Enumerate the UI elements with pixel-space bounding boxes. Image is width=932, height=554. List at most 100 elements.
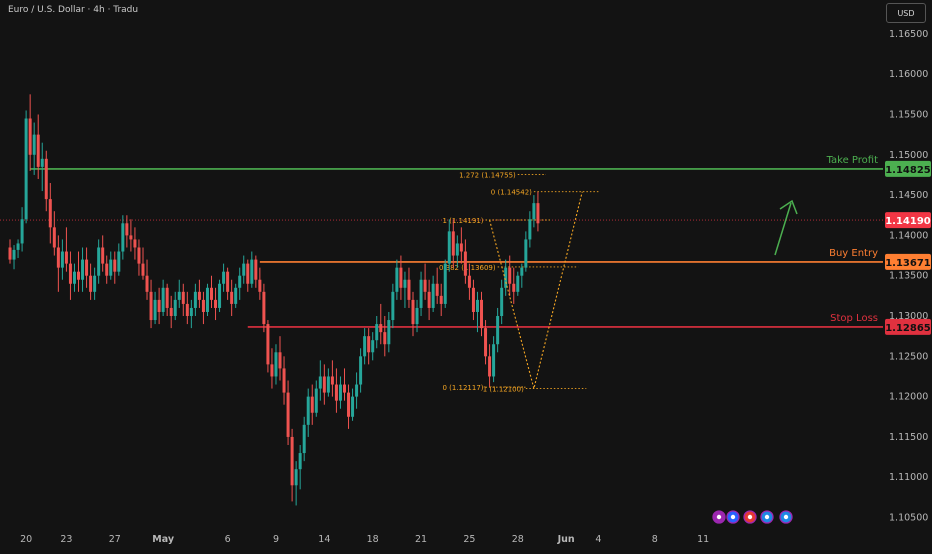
candle[interactable] [290, 428, 294, 502]
candle[interactable] [516, 271, 520, 296]
candle[interactable] [492, 336, 496, 383]
candle[interactable] [480, 291, 484, 337]
candle[interactable] [318, 360, 322, 401]
candle[interactable] [214, 287, 218, 321]
candle[interactable] [32, 122, 36, 175]
candle[interactable] [109, 251, 113, 280]
candle[interactable] [145, 259, 149, 300]
candle[interactable] [201, 291, 205, 325]
candle[interactable] [64, 227, 68, 272]
economic-event-icon-2[interactable] [726, 510, 740, 524]
candle[interactable] [44, 150, 48, 212]
candle[interactable] [359, 348, 363, 393]
candle[interactable] [508, 255, 512, 296]
candle[interactable] [347, 384, 351, 429]
candle[interactable] [165, 283, 169, 317]
candle[interactable] [451, 219, 455, 268]
candle[interactable] [121, 215, 125, 260]
candle[interactable] [117, 243, 121, 276]
candle[interactable] [423, 263, 427, 300]
candle[interactable] [367, 328, 371, 365]
candle[interactable] [189, 299, 193, 329]
candle[interactable] [242, 255, 246, 284]
candle[interactable] [266, 320, 270, 373]
candle[interactable] [48, 182, 52, 244]
candle[interactable] [230, 279, 234, 317]
candle[interactable] [81, 247, 85, 292]
candle[interactable] [520, 263, 524, 288]
candle[interactable] [512, 267, 516, 304]
candle[interactable] [93, 267, 97, 300]
candle[interactable] [238, 267, 242, 300]
candle[interactable] [258, 267, 262, 300]
candle[interactable] [101, 235, 105, 272]
candle[interactable] [419, 271, 423, 317]
candle[interactable] [282, 356, 286, 405]
candle[interactable] [496, 307, 500, 353]
candle[interactable] [342, 368, 346, 401]
candle[interactable] [322, 364, 326, 405]
candle[interactable] [439, 283, 443, 317]
candle[interactable] [254, 255, 258, 288]
candle[interactable] [85, 247, 89, 288]
candle[interactable] [351, 388, 355, 421]
candle[interactable] [326, 368, 330, 397]
candle[interactable] [435, 267, 439, 304]
candle[interactable] [218, 279, 222, 312]
candle[interactable] [40, 142, 44, 192]
candle[interactable] [133, 227, 137, 260]
candle[interactable] [431, 275, 435, 312]
candle[interactable] [399, 255, 403, 300]
candle[interactable] [157, 287, 161, 325]
candle[interactable] [459, 227, 463, 264]
candle[interactable] [298, 444, 302, 490]
candle[interactable] [411, 291, 415, 337]
candle[interactable] [475, 291, 479, 333]
candle[interactable] [334, 368, 338, 413]
candle[interactable] [302, 416, 306, 462]
candle[interactable] [8, 239, 12, 264]
candle[interactable] [12, 245, 16, 270]
candle[interactable] [484, 320, 488, 365]
candle[interactable] [415, 299, 419, 333]
candle[interactable] [141, 247, 145, 280]
candle[interactable] [56, 235, 60, 292]
candle[interactable] [270, 348, 274, 389]
candle[interactable] [391, 283, 395, 329]
candle[interactable] [500, 279, 504, 325]
candle[interactable] [403, 271, 407, 308]
candle[interactable] [314, 380, 318, 417]
candle[interactable] [210, 275, 213, 308]
candle[interactable] [524, 231, 528, 272]
candle[interactable] [20, 207, 24, 252]
candle[interactable] [169, 295, 173, 329]
candle[interactable] [536, 191, 540, 232]
candle[interactable] [173, 291, 177, 321]
candle[interactable] [16, 239, 20, 258]
candle[interactable] [274, 344, 278, 385]
candle[interactable] [185, 291, 189, 325]
candle[interactable] [250, 251, 254, 288]
candle[interactable] [125, 215, 129, 248]
flag-us-icon[interactable] [743, 510, 757, 524]
candle[interactable] [363, 328, 367, 365]
candle[interactable] [149, 279, 153, 329]
candle[interactable] [488, 344, 492, 387]
economic-event-icon-1[interactable] [712, 510, 726, 524]
candle[interactable] [286, 380, 290, 445]
candle[interactable] [89, 263, 93, 300]
candle[interactable] [463, 239, 467, 284]
candle[interactable] [504, 259, 508, 296]
candle[interactable] [262, 283, 266, 333]
target-arrow-shaft[interactable] [774, 202, 792, 256]
candle[interactable] [294, 461, 298, 506]
candle[interactable] [68, 251, 72, 300]
candle[interactable] [447, 219, 451, 272]
candle[interactable] [113, 251, 117, 284]
currency-button[interactable]: USD [886, 3, 926, 23]
candle[interactable] [161, 279, 165, 317]
candle[interactable] [28, 94, 32, 171]
candle[interactable] [246, 259, 250, 292]
